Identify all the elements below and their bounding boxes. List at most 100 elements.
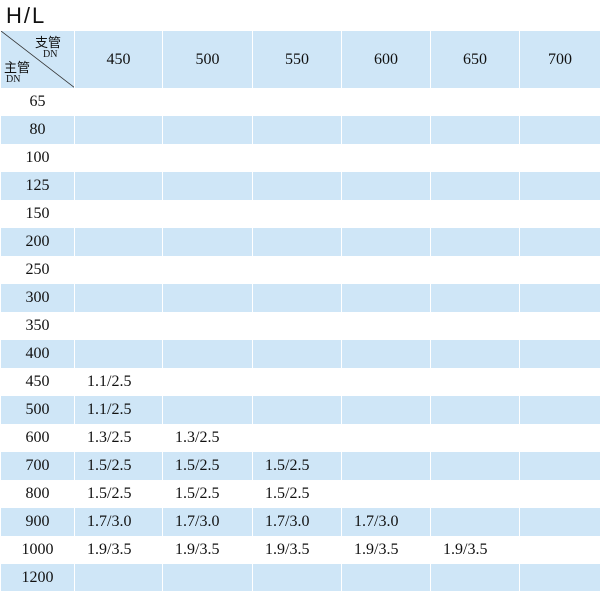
- empty-cell: [252, 172, 342, 200]
- empty-cell: [519, 116, 600, 144]
- row-label: 450: [0, 368, 75, 396]
- table-row: 700 1.5/2.5 1.5/2.5 1.5/2.5: [0, 452, 600, 480]
- row-label: 125: [0, 172, 75, 200]
- empty-cell: [430, 284, 520, 312]
- empty-cell: [519, 424, 600, 452]
- branch-unit: DN: [43, 49, 58, 60]
- empty-cell: [430, 200, 520, 228]
- table-row: 65: [0, 88, 600, 116]
- table-row: 450 1.1/2.5: [0, 368, 600, 396]
- empty-cell: [252, 564, 342, 591]
- empty-cell: [519, 508, 600, 536]
- empty-cell: [430, 396, 520, 424]
- empty-cell: [162, 564, 253, 591]
- empty-cell: [519, 368, 600, 396]
- empty-cell: [74, 564, 163, 591]
- empty-cell: [341, 256, 431, 284]
- empty-cell: [430, 564, 520, 591]
- empty-cell: [162, 256, 253, 284]
- row-label: 250: [0, 256, 75, 284]
- row-label: 65: [0, 88, 75, 116]
- header-row: 支管 DN 主管 DN 450 500 550 600 650 700: [0, 31, 600, 88]
- empty-cell: [162, 228, 253, 256]
- empty-cell: [519, 564, 600, 591]
- value-cell: 1.9/3.5: [341, 536, 431, 564]
- table-row: 80: [0, 116, 600, 144]
- empty-cell: [519, 200, 600, 228]
- empty-cell: [430, 452, 520, 480]
- empty-cell: [430, 508, 520, 536]
- row-label: 700: [0, 452, 75, 480]
- row-label: 200: [0, 228, 75, 256]
- empty-cell: [430, 172, 520, 200]
- empty-cell: [162, 396, 253, 424]
- table-row: 300: [0, 284, 600, 312]
- row-label: 600: [0, 424, 75, 452]
- table-row: 600 1.3/2.5 1.3/2.5: [0, 424, 600, 452]
- corner-cell: 支管 DN 主管 DN: [0, 31, 75, 88]
- empty-cell: [519, 284, 600, 312]
- value-cell: 1.7/3.0: [252, 508, 342, 536]
- empty-cell: [430, 116, 520, 144]
- table-row: 1200: [0, 564, 600, 591]
- table-row: 200: [0, 228, 600, 256]
- empty-cell: [519, 480, 600, 508]
- row-label: 400: [0, 340, 75, 368]
- empty-cell: [252, 256, 342, 284]
- empty-cell: [162, 116, 253, 144]
- value-cell: 1.5/2.5: [252, 480, 342, 508]
- empty-cell: [162, 172, 253, 200]
- value-cell: 1.9/3.5: [252, 536, 342, 564]
- column-header: 700: [519, 31, 600, 88]
- empty-cell: [430, 228, 520, 256]
- empty-cell: [74, 256, 163, 284]
- empty-cell: [519, 144, 600, 172]
- empty-cell: [341, 200, 431, 228]
- table-row: 1000 1.9/3.5 1.9/3.5 1.9/3.5 1.9/3.5 1.9/3.5: [0, 536, 600, 564]
- empty-cell: [74, 228, 163, 256]
- row-label: 300: [0, 284, 75, 312]
- column-header: 450: [74, 31, 163, 88]
- branch-label: 支管: [35, 35, 62, 50]
- main-unit: DN: [6, 74, 21, 85]
- row-label: 500: [0, 396, 75, 424]
- column-header: 550: [252, 31, 342, 88]
- empty-cell: [252, 424, 342, 452]
- empty-cell: [341, 564, 431, 591]
- empty-cell: [341, 480, 431, 508]
- empty-cell: [162, 284, 253, 312]
- empty-cell: [430, 480, 520, 508]
- empty-cell: [341, 368, 431, 396]
- empty-cell: [341, 88, 431, 116]
- title: H/L: [6, 3, 47, 28]
- column-header: 500: [162, 31, 253, 88]
- empty-cell: [430, 368, 520, 396]
- empty-cell: [252, 340, 342, 368]
- empty-cell: [341, 396, 431, 424]
- value-cell: 1.5/2.5: [74, 452, 163, 480]
- empty-cell: [162, 368, 253, 396]
- table-row: 125: [0, 172, 600, 200]
- empty-cell: [162, 88, 253, 116]
- value-cell: 1.5/2.5: [74, 480, 163, 508]
- value-cell: 1.3/2.5: [74, 424, 163, 452]
- empty-cell: [519, 256, 600, 284]
- empty-cell: [519, 312, 600, 340]
- empty-cell: [74, 116, 163, 144]
- empty-cell: [252, 284, 342, 312]
- empty-cell: [430, 88, 520, 116]
- table-row: 800 1.5/2.5 1.5/2.5 1.5/2.5: [0, 480, 600, 508]
- table: 支管 DN 主管 DN 450 500 550 600 650 700 65 80 100 12…: [0, 31, 600, 591]
- empty-cell: [519, 452, 600, 480]
- empty-cell: [430, 312, 520, 340]
- value-cell: 1.1/2.5: [74, 396, 163, 424]
- main-label: 主管: [4, 60, 31, 75]
- empty-cell: [430, 144, 520, 172]
- row-label: 900: [0, 508, 75, 536]
- empty-cell: [252, 200, 342, 228]
- empty-cell: [74, 340, 163, 368]
- empty-cell: [519, 340, 600, 368]
- row-label: 350: [0, 312, 75, 340]
- empty-cell: [341, 452, 431, 480]
